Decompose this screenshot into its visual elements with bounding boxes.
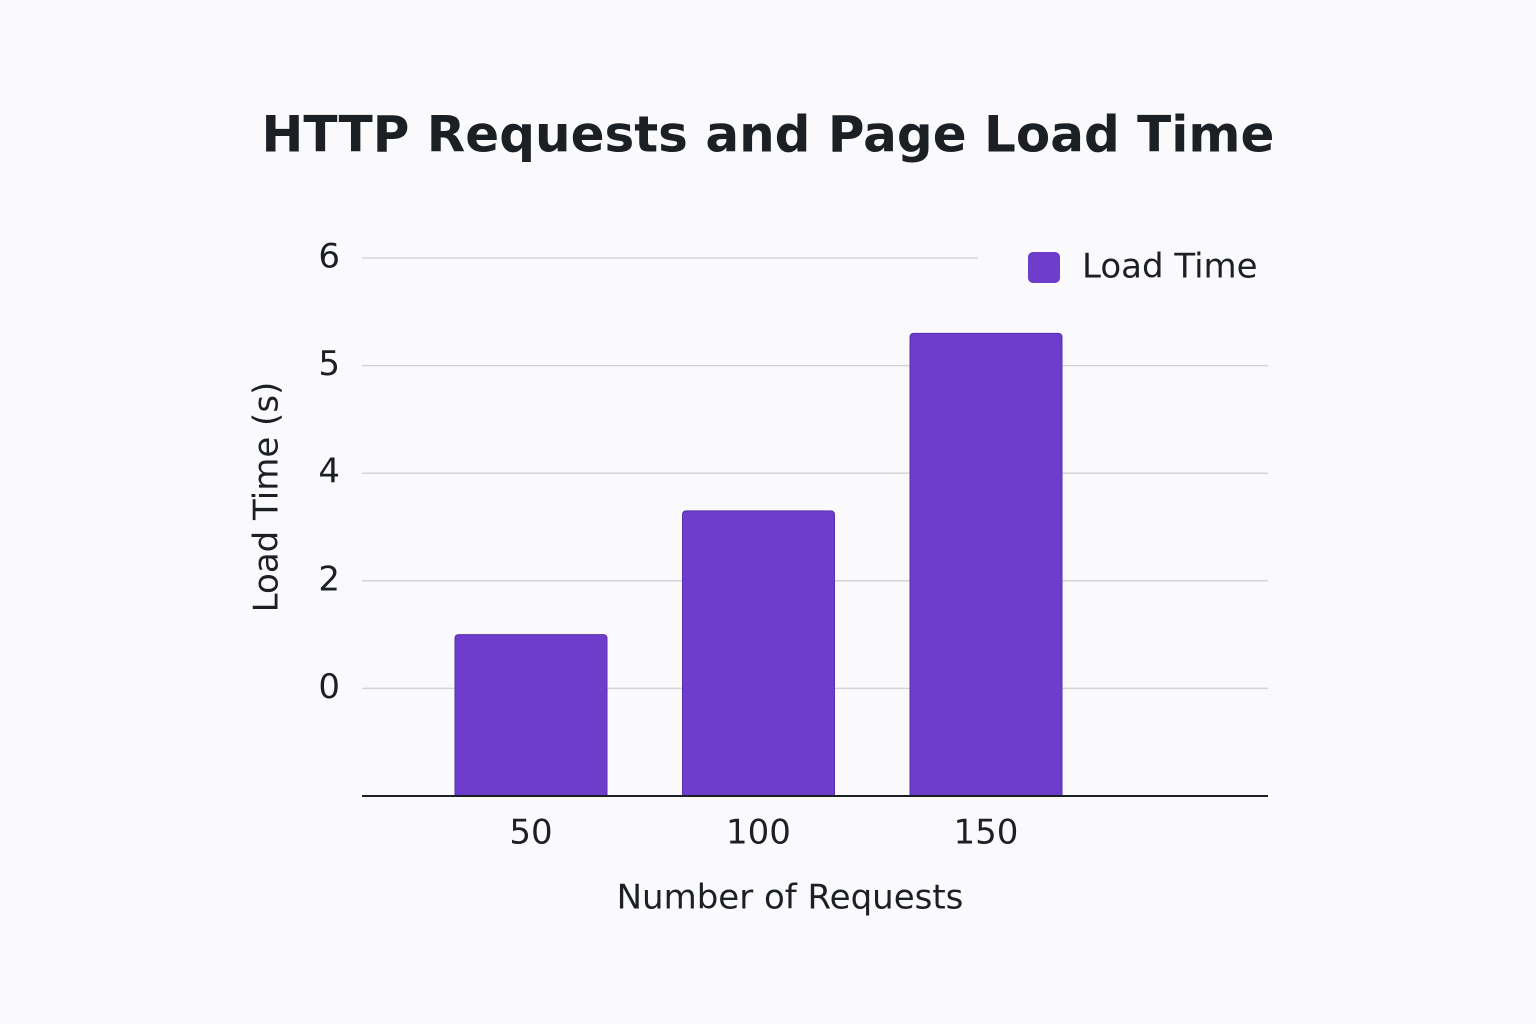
y-tick-label: 4 <box>318 452 340 492</box>
y-tick-label: 5 <box>318 344 340 384</box>
legend-label: Load Time <box>1082 247 1258 287</box>
x-tick-label: 50 <box>509 813 552 853</box>
y-tick-label: 2 <box>318 559 340 599</box>
bar <box>682 510 835 797</box>
x-axis-label: Number of Requests <box>617 878 964 918</box>
x-tick-label: 150 <box>954 813 1019 853</box>
y-tick-label: 0 <box>318 667 340 707</box>
y-tick-label: 6 <box>318 237 340 277</box>
bar <box>909 332 1063 797</box>
y-axis-label: Load Time (s) <box>247 382 287 613</box>
x-tick-label: 100 <box>726 813 791 853</box>
chart-title: HTTP Requests and Page Load Time <box>262 106 1275 164</box>
legend-swatch <box>1028 252 1060 283</box>
bar <box>454 634 608 797</box>
